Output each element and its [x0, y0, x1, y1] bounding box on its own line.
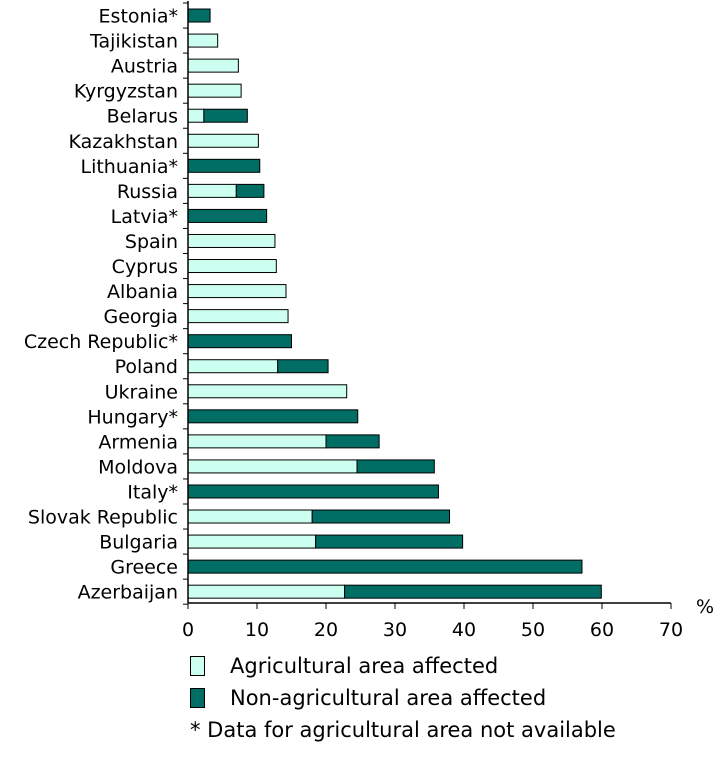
bar-non-agricultural: [187, 208, 268, 223]
category-label: Poland: [115, 356, 178, 378]
bar-agricultural: [187, 133, 259, 148]
category-label: Azerbaijan: [78, 582, 178, 604]
bar-agricultural: [187, 259, 277, 274]
bar-agricultural: [187, 284, 287, 299]
legend-swatch-non-agricultural: [190, 688, 205, 708]
bar-non-agricultural: [315, 534, 464, 549]
category-label: Kazakhstan: [69, 131, 178, 153]
category-label: Albania: [107, 281, 178, 303]
bar-non-agricultural: [187, 334, 292, 349]
bar-non-agricultural: [187, 559, 583, 574]
bar-agricultural: [187, 309, 289, 324]
x-tick-label: 0: [182, 619, 194, 641]
category-label: Lithuania*: [80, 156, 178, 178]
category-label: Moldova: [98, 456, 178, 478]
bar-non-agricultural: [311, 509, 451, 524]
category-label: Tajikistan: [89, 31, 178, 53]
bar-chart-svg: Estonia* Tajikistan Austria Kyrgyzstan Belar…: [24, 1, 714, 641]
legend-item-agricultural: Agricultural area affected: [190, 650, 616, 682]
x-tick-label: 10: [245, 619, 269, 641]
x-tick-label: 60: [590, 619, 614, 641]
legend: Agricultural area affected Non-agricultu…: [190, 650, 616, 746]
bar-non-agricultural: [344, 584, 602, 599]
category-label: Armenia: [98, 431, 178, 453]
bar-agricultural: [187, 183, 237, 198]
category-label: Kyrgyzstan: [74, 81, 178, 103]
legend-item-non-agricultural: Non-agricultural area affected: [190, 682, 616, 714]
bar-non-agricultural: [277, 359, 329, 374]
bar-agricultural: [187, 534, 317, 549]
bar-non-agricultural: [187, 484, 439, 499]
bar-non-agricultural: [187, 8, 211, 23]
bar-agricultural: [187, 233, 276, 248]
category-label: Ukraine: [105, 381, 178, 403]
legend-label-agricultural: Agricultural area affected: [230, 654, 499, 678]
x-tick-label: 40: [452, 619, 476, 641]
category-label: Georgia: [104, 306, 179, 328]
x-tick-label: 30: [383, 619, 407, 641]
bar-agricultural: [187, 384, 348, 399]
x-tick-label: 70: [659, 619, 683, 641]
x-axis-unit-label: %: [696, 596, 714, 618]
bar-non-agricultural: [187, 409, 359, 424]
category-label: Austria: [111, 56, 178, 78]
category-label: Estonia*: [99, 6, 178, 28]
category-label: Latvia*: [111, 206, 178, 228]
category-label: Italy*: [127, 481, 178, 503]
category-label: Belarus: [107, 106, 178, 128]
legend-swatch-agricultural: [190, 656, 205, 676]
category-label: Slovak Republic: [28, 507, 178, 529]
category-label: Cyprus: [112, 256, 178, 278]
category-label: Czech Republic*: [24, 331, 178, 353]
bar-agricultural: [187, 434, 327, 449]
bar-non-agricultural: [356, 459, 435, 474]
bar-agricultural: [187, 58, 239, 73]
bar-non-agricultural: [235, 183, 265, 198]
category-label: Greece: [110, 557, 178, 579]
bar-non-agricultural: [203, 108, 248, 123]
category-label: Bulgaria: [99, 532, 178, 554]
category-label: Russia: [117, 181, 178, 203]
bar-agricultural: [187, 83, 242, 98]
legend-footnote: * Data for agricultural area not availab…: [190, 718, 616, 742]
x-tick-label: 20: [314, 619, 338, 641]
bar-agricultural: [187, 33, 219, 48]
bar-agricultural: [187, 509, 313, 524]
bar-agricultural: [187, 359, 279, 374]
bar-agricultural: [187, 584, 346, 599]
x-tick-label: 50: [521, 619, 545, 641]
bar-non-agricultural: [187, 158, 261, 173]
category-label: Hungary*: [87, 406, 178, 428]
bar-agricultural: [187, 108, 205, 123]
bar-non-agricultural: [325, 434, 380, 449]
legend-label-non-agricultural: Non-agricultural area affected: [230, 686, 547, 710]
category-label: Spain: [125, 231, 178, 253]
bar-agricultural: [187, 459, 358, 474]
